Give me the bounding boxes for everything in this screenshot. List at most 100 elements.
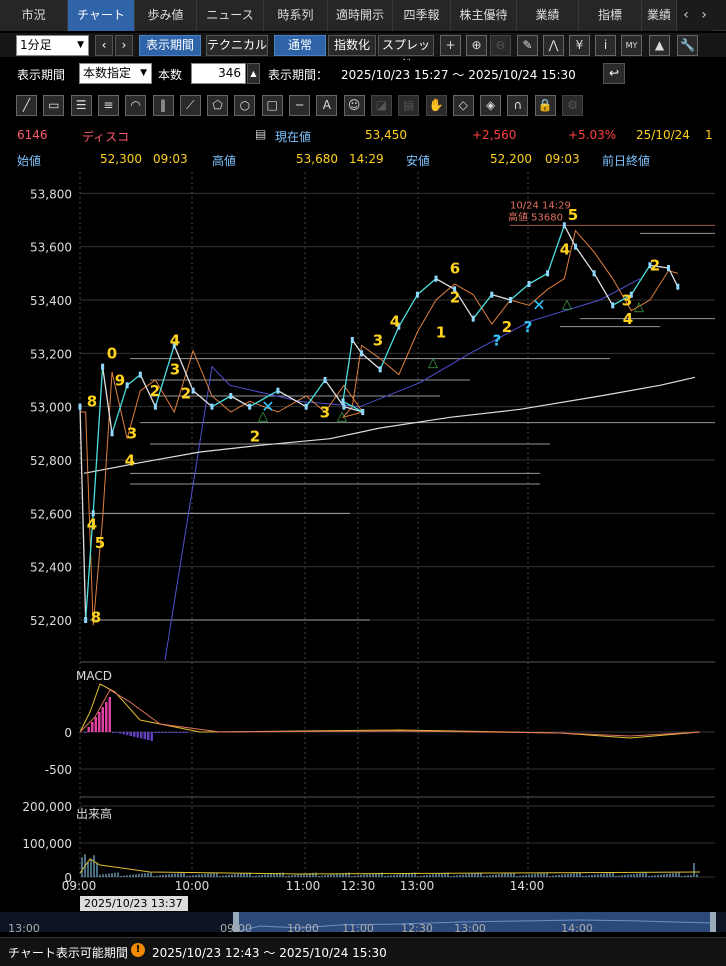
tab-8[interactable]: 業績 <box>517 0 579 31</box>
price-segment <box>563 225 577 247</box>
magnet-icon[interactable]: ∩ <box>507 95 529 116</box>
ruler-icon[interactable]: ▭ <box>43 95 65 116</box>
trendline-icon[interactable]: ╱ <box>16 95 37 116</box>
info-icon[interactable]: i <box>595 35 616 56</box>
count-label: 6 <box>450 259 460 277</box>
price-candle <box>629 291 633 298</box>
yen-icon[interactable]: ¥ <box>569 35 590 56</box>
macd-histogram-bar <box>140 732 143 739</box>
price-candle <box>361 409 365 415</box>
index-button[interactable]: 指数化 <box>328 35 376 56</box>
fan2-icon[interactable]: ⟋ <box>179 95 201 116</box>
price-tick-label: 53,000 <box>30 401 72 415</box>
count-spinner[interactable]: ▲ <box>247 63 260 84</box>
count-input[interactable]: 346 <box>191 63 246 84</box>
tab-scroll-right-icon[interactable]: › <box>695 0 713 31</box>
settings-icon[interactable]: ⚙ <box>562 95 583 116</box>
macd-histogram-bar <box>182 732 185 733</box>
tab-0[interactable]: 市況 <box>0 0 68 31</box>
tab-4[interactable]: 時系列 <box>264 0 328 31</box>
count-label: 0 <box>107 345 117 363</box>
price-candle <box>138 371 142 378</box>
macd-histogram-bar <box>168 732 171 733</box>
vlines-icon[interactable]: ‖ <box>152 95 174 116</box>
tab-5[interactable]: 適時開示 <box>328 0 393 31</box>
prev-button[interactable]: ‹ <box>95 35 113 56</box>
status-label: チャート表示可能期間 <box>8 946 128 960</box>
macd-histogram-bar <box>175 732 178 733</box>
time-tick-label: 11:00 <box>286 879 321 893</box>
tab-3[interactable]: ニュース <box>197 0 264 31</box>
interval-select[interactable]: 1分足 ▼ <box>16 35 89 56</box>
d1-icon[interactable]: ◪ <box>370 95 392 116</box>
time-tick-label: 09:00 <box>62 879 97 893</box>
dropdown-arrow-icon: ▼ <box>77 40 84 50</box>
tab-1[interactable]: チャート <box>68 0 135 31</box>
count-label: 3 <box>170 361 180 379</box>
price-candle <box>562 222 566 229</box>
plus-icon[interactable]: + <box>440 35 461 56</box>
tab-6[interactable]: 四季報 <box>393 0 451 31</box>
tab-7[interactable]: 株主優待 <box>451 0 517 31</box>
tab-2[interactable]: 歩み値 <box>135 0 197 31</box>
nav-tick-label: 09:00 <box>220 922 252 932</box>
normal-button[interactable]: 通常 <box>274 35 326 56</box>
hlines-icon[interactable]: ☰ <box>70 95 92 116</box>
pattern-icon[interactable]: ⋀ <box>543 35 564 56</box>
macd-histogram-bar <box>87 727 90 732</box>
date-value: 25/10/24 <box>636 128 690 142</box>
hline-icon[interactable]: ─ <box>289 95 310 116</box>
text-tool-icon[interactable]: A <box>316 95 338 116</box>
nav-tick-label: 13:00 <box>454 922 486 932</box>
price-chart[interactable]: 53,800 53,600 53,400 53,200 53,000 52,800 52,6… <box>0 172 726 932</box>
navigator-line <box>235 919 713 932</box>
area-chart-icon[interactable]: ▲ <box>649 35 670 56</box>
price-segment <box>491 294 511 301</box>
period-select[interactable]: 本数指定 ▼ <box>79 63 152 84</box>
fan-icon[interactable]: ◠ <box>125 95 147 116</box>
tab-scroll-left-icon[interactable]: ‹ <box>677 0 695 31</box>
nav-tick-label: 14:00 <box>561 922 593 932</box>
technical-button[interactable]: テクニカル <box>206 35 268 56</box>
next-button[interactable]: › <box>115 35 133 56</box>
price-segment <box>361 352 381 370</box>
zoom-in-icon[interactable]: ⊕ <box>466 35 487 56</box>
ma-white-line <box>83 376 696 474</box>
wrench-icon[interactable]: 🔧 <box>677 35 698 56</box>
rect-icon[interactable]: □ <box>261 95 283 116</box>
tab-10[interactable]: 業績 <box>642 0 677 31</box>
lock-icon[interactable]: 🔒 <box>534 95 556 116</box>
price-segment <box>546 225 565 274</box>
circle-icon[interactable]: ○ <box>234 95 256 116</box>
zoom-out-icon[interactable]: ⊖ <box>490 35 511 56</box>
price-tick-label: 52,200 <box>30 614 72 628</box>
icon-tool-icon[interactable]: ☺ <box>343 95 365 116</box>
count-label: 2 <box>181 385 191 403</box>
macd-histogram-bar <box>185 732 188 733</box>
eraser2-icon[interactable]: ◈ <box>480 95 502 116</box>
d3-icon[interactable]: ✋ <box>425 95 447 116</box>
return-icon[interactable]: ↩ <box>603 63 625 84</box>
price-candle <box>508 297 512 303</box>
macd-histogram-bar <box>105 702 108 732</box>
macd-histogram-bar <box>101 707 104 732</box>
my-icon[interactable]: MY <box>621 35 642 56</box>
count-label: 1 <box>436 323 446 341</box>
pentagon-icon[interactable]: ⬠ <box>207 95 229 116</box>
price-candle <box>546 270 550 277</box>
pencil-icon[interactable]: ✎ <box>517 35 538 56</box>
price-candle <box>125 382 129 389</box>
volume-tick-label: 200,000 <box>22 800 72 814</box>
macd-histogram-bar <box>94 717 97 732</box>
price-segment <box>649 264 669 269</box>
hlines2-icon[interactable]: ≡ <box>97 95 119 116</box>
low-label: 安値 <box>406 154 431 168</box>
high-time: 14:29 <box>349 152 384 166</box>
count-label: 4 <box>623 310 633 328</box>
period-button[interactable]: 表示期間 <box>139 35 201 56</box>
spread-button[interactable]: スプレッド <box>378 35 434 71</box>
eraser-icon[interactable]: ◇ <box>452 95 474 116</box>
d2-icon[interactable]: ▤ <box>398 95 420 116</box>
tab-9[interactable]: 指標 <box>579 0 642 31</box>
price-candle <box>397 323 401 330</box>
